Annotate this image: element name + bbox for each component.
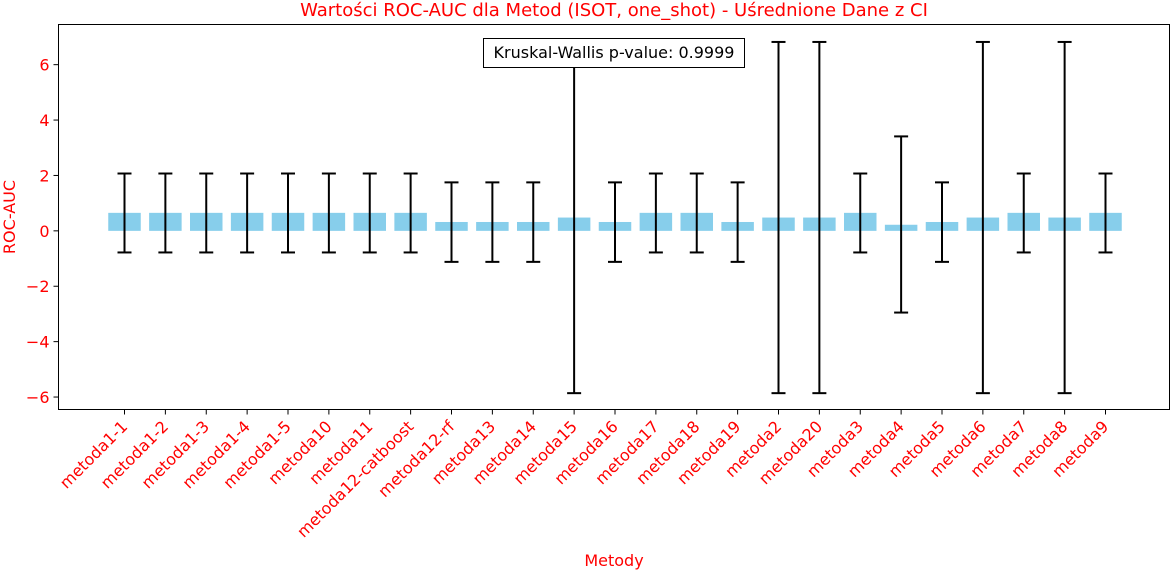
y-tick-label: 4 [39, 111, 49, 130]
y-tick-label: 2 [39, 166, 49, 185]
x-axis-label: Metody [584, 551, 643, 570]
y-tick-label: −4 [26, 333, 50, 352]
annotation-box: Kruskal-Wallis p-value: 0.9999 [483, 38, 745, 68]
plot-area [108, 40, 1122, 395]
chart-title: Wartości ROC-AUC dla Metod (ISOT, one_sh… [300, 0, 928, 21]
annotation-frame [483, 38, 745, 68]
y-axis: −6 −4 −2 0 2 4 6 [26, 56, 59, 407]
y-tick-label: −2 [26, 277, 50, 296]
y-tick-label: −6 [26, 388, 50, 407]
y-axis-label: ROC-AUC [0, 180, 19, 254]
x-axis: metoda1-1metoda1-2metoda1-3metoda1-4meto… [56, 409, 1112, 541]
y-tick-label: 0 [39, 222, 49, 241]
y-tick-label: 6 [39, 56, 49, 75]
annotation-text: Kruskal-Wallis p-value: 0.9999 [494, 43, 735, 62]
